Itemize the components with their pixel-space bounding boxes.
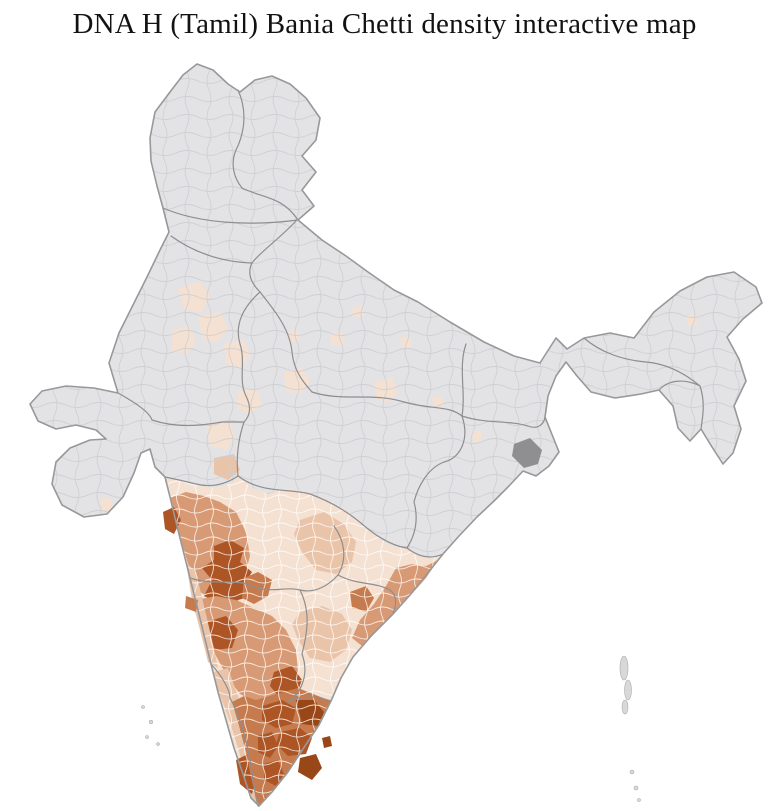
india-landmass[interactable]	[30, 64, 762, 806]
district-patch-assam[interactable]	[686, 314, 698, 326]
border-kashmir-inner	[232, 89, 245, 189]
border-gujarat-maharashtra	[164, 475, 239, 487]
district-patch-mp-3[interactable]	[330, 332, 344, 346]
region-tn-district-4[interactable]	[298, 754, 322, 780]
district-patch-up-2[interactable]	[400, 336, 412, 348]
border-telangana-west	[333, 525, 345, 576]
page-title: DNA H (Tamil) Bania Chetti density inter…	[72, 8, 697, 40]
border-telangana-andhra	[337, 574, 397, 614]
region-kolkata-district[interactable]	[512, 438, 542, 468]
border-jharkhand-bengal	[461, 415, 546, 428]
border-meghalaya-assam	[658, 380, 701, 391]
border-haryana-up	[259, 291, 313, 393]
border-punjab-south	[170, 235, 253, 264]
border-karnataka-kerala	[210, 663, 231, 699]
border-odisha-coast	[406, 547, 444, 558]
border-tamilnadu-north	[287, 696, 332, 703]
border-jharkhand-odisha	[406, 415, 466, 549]
island-groups	[141, 655, 641, 802]
border-rajasthan-gujarat	[117, 392, 245, 427]
state-borders	[117, 89, 704, 807]
region-puducherry[interactable]	[322, 736, 332, 748]
border-up-mp	[311, 391, 463, 417]
border-gujarat-east	[236, 421, 245, 477]
border-assam-valley	[583, 337, 701, 387]
andaman-nicobar-islands[interactable]	[619, 655, 641, 802]
border-tamilnadu-kerala	[229, 697, 259, 807]
district-patch-up-3[interactable]	[432, 396, 444, 408]
border-mp-maharashtra	[237, 475, 408, 549]
lakshadweep-islands[interactable]	[141, 705, 160, 746]
border-jk-south	[162, 207, 299, 224]
border-karnataka-andhra	[287, 589, 308, 703]
border-jk-hp	[241, 187, 299, 221]
district-patch-up-1[interactable]	[352, 306, 364, 318]
india-outline	[29, 63, 763, 807]
border-manipur-west	[699, 385, 704, 430]
border-bihar-west	[461, 343, 467, 417]
border-maharashtra-karnataka	[189, 574, 339, 592]
border-rajasthan-east	[237, 291, 261, 423]
